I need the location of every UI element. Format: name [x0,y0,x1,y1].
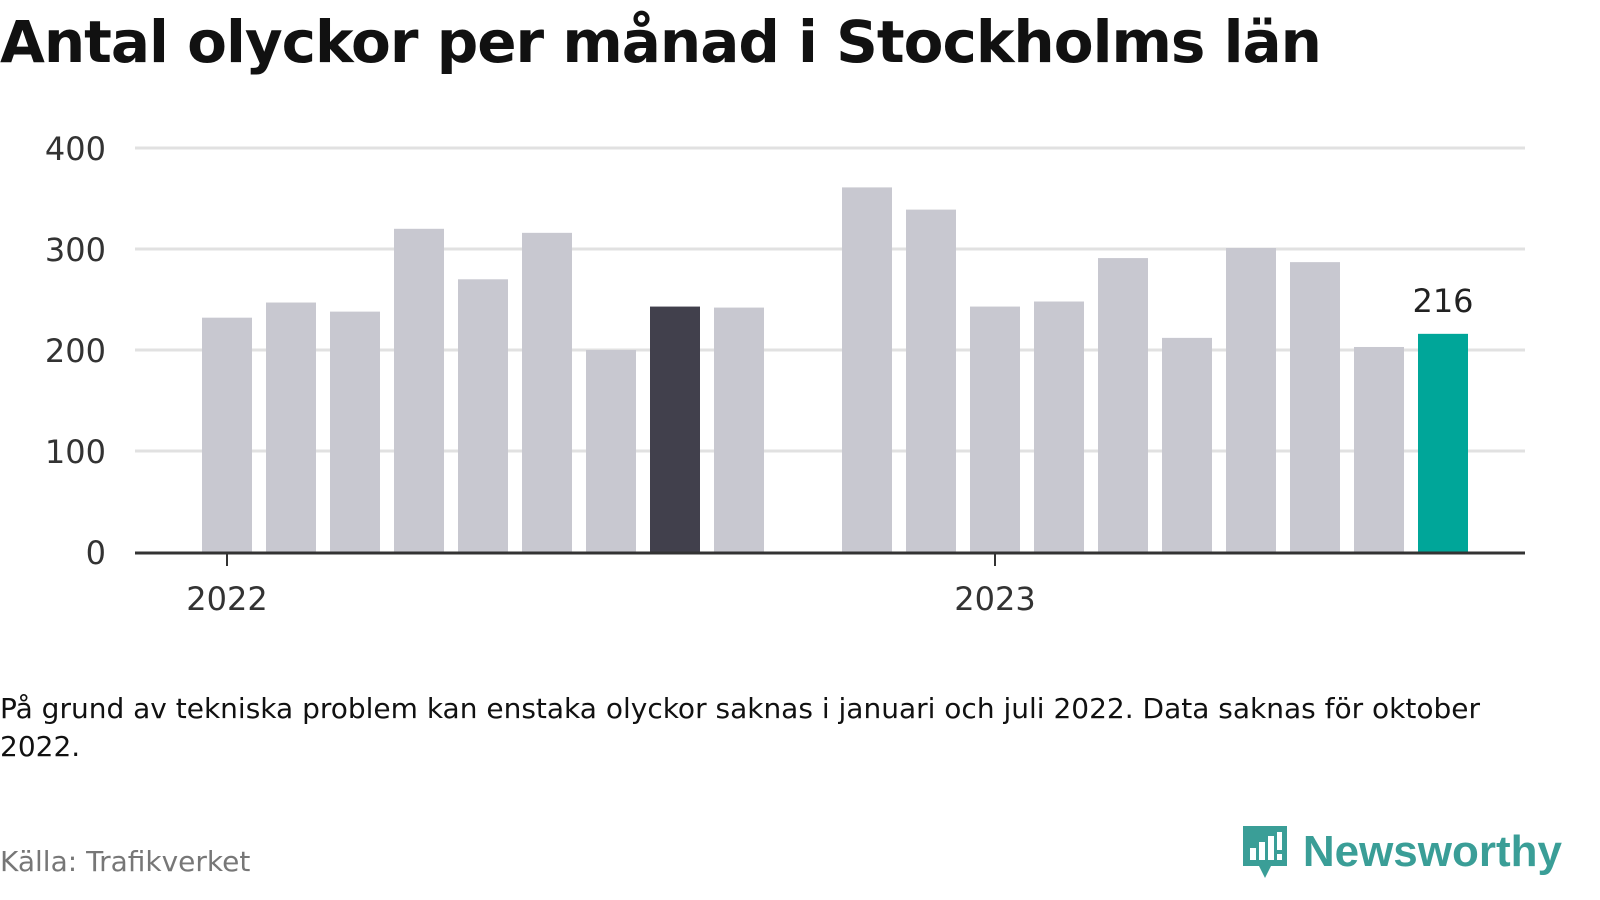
bar [522,232,572,552]
brand-name: Newsworthy [1302,827,1562,876]
bar [1162,337,1212,552]
chart-title: Antal olyckor per månad i Stockholms län [0,8,1322,76]
data-labels: 216 [1412,282,1473,320]
bar [1290,262,1340,552]
bar [458,279,508,552]
bar [394,228,444,553]
y-tick-label: 0 [86,534,106,572]
y-tick-label: 300 [45,231,106,269]
bar [1226,247,1276,552]
footnote: På grund av tekniska problem kan enstaka… [0,692,1480,763]
bar [714,307,764,552]
bar [650,306,700,552]
bar [330,311,380,552]
bars [202,187,1468,553]
bar [906,209,956,553]
bar [586,350,636,552]
bar [970,306,1020,552]
y-tick-label: 200 [45,332,106,370]
brand-logo[interactable]: Newsworthy [1239,822,1562,882]
bar [1354,346,1404,552]
y-tick-label: 400 [45,130,106,168]
bar [842,187,892,552]
bar [1034,301,1084,552]
newsworthy-logo-icon [1242,826,1287,878]
x-axis: 2022 2023 [135,551,1525,618]
x-tick-label: 2023 [954,580,1035,618]
y-tick-label: 100 [45,433,106,471]
y-axis-ticks: 0 100 200 300 400 [45,130,106,572]
bar [1098,258,1148,552]
bar [202,317,252,552]
bar-chart: 0 100 200 300 400 2022 2023 216 [45,130,1525,618]
x-tick-label: 2022 [186,580,267,618]
source-credit: Källa: Trafikverket [0,845,251,878]
bar-value-label: 216 [1412,282,1473,320]
bar [266,302,316,552]
bar [1418,333,1468,552]
